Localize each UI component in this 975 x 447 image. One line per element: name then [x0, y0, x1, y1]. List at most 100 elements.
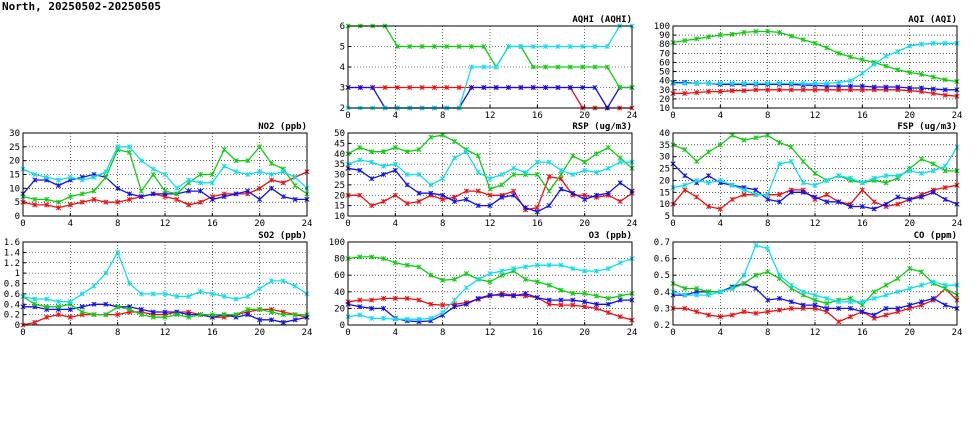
data-point-green	[126, 149, 133, 155]
data-point-green	[859, 57, 865, 63]
data-point-red	[765, 309, 771, 315]
data-point-cyan	[463, 149, 469, 155]
y-tick-label: 20	[334, 191, 345, 201]
data-point-blue	[593, 301, 600, 307]
data-point-green	[812, 170, 818, 176]
data-point-green	[233, 158, 239, 164]
data-point-blue	[79, 304, 85, 310]
data-point-cyan	[859, 299, 865, 305]
data-point-cyan	[765, 246, 771, 252]
x-tick-label: 16	[857, 328, 868, 338]
data-point-red	[32, 202, 38, 208]
data-point-red	[705, 312, 712, 318]
data-point-red	[717, 314, 723, 320]
data-point-green	[729, 31, 735, 37]
data-point-blue	[103, 301, 109, 307]
data-point-cyan	[567, 43, 573, 50]
chart-title: O3 (ppb)	[589, 231, 632, 241]
data-point-cyan	[694, 292, 700, 298]
data-point-blue	[475, 203, 481, 209]
data-point-blue	[543, 84, 549, 91]
data-point-cyan	[174, 185, 180, 191]
data-point-red	[440, 302, 446, 308]
y-tick-label: 1.6	[4, 238, 20, 248]
y-tick-label: 0	[340, 321, 345, 331]
data-point-green	[741, 137, 747, 143]
y-tick-label: 0.2	[654, 321, 670, 331]
data-point-green	[440, 132, 446, 138]
data-point-blue	[32, 177, 38, 183]
data-point-cyan	[918, 170, 925, 176]
data-point-cyan	[197, 180, 204, 186]
data-point-green	[138, 188, 144, 194]
data-point-red	[44, 314, 50, 320]
x-tick-label: 0	[345, 219, 350, 229]
data-point-red	[392, 295, 398, 301]
data-point-green	[534, 171, 540, 178]
data-point-blue	[268, 317, 275, 323]
data-point-blue	[812, 194, 818, 200]
data-point-blue	[871, 206, 877, 212]
data-point-blue	[546, 297, 552, 303]
plot-frame	[22, 241, 308, 326]
data-point-cyan	[257, 169, 263, 175]
y-tick-label: 45	[334, 139, 345, 149]
data-point-blue	[558, 186, 564, 192]
data-point-green	[468, 43, 475, 50]
data-point-green	[741, 29, 747, 35]
data-point-green	[558, 287, 564, 293]
data-point-blue	[930, 86, 936, 92]
plot-frame	[347, 241, 633, 326]
data-point-blue	[942, 302, 948, 308]
data-point-green	[543, 64, 549, 70]
y-tick-label: 35	[334, 160, 345, 170]
data-point-green	[268, 309, 275, 315]
data-point-red	[836, 319, 842, 325]
data-point-blue	[682, 173, 688, 179]
data-point-blue	[380, 171, 387, 178]
data-point-cyan	[380, 315, 387, 321]
x-tick-label: 8	[115, 219, 120, 229]
data-point-red	[404, 295, 410, 301]
data-point-green	[682, 147, 688, 153]
data-point-cyan	[245, 171, 251, 178]
data-point-cyan	[753, 80, 759, 86]
data-point-cyan	[522, 169, 529, 175]
data-point-red	[115, 199, 121, 205]
data-point-green	[930, 161, 936, 167]
data-point-cyan	[468, 64, 475, 70]
data-point-blue	[800, 302, 806, 308]
data-point-blue	[907, 196, 913, 202]
data-point-red	[511, 188, 517, 194]
y-tick-label: 10	[659, 200, 670, 210]
data-point-green	[883, 63, 889, 69]
data-point-cyan	[930, 40, 936, 46]
y-tick-label: 35	[659, 141, 670, 151]
data-point-green	[907, 266, 913, 272]
data-point-red	[694, 89, 700, 96]
data-point-cyan	[570, 171, 576, 178]
data-point-red	[115, 312, 121, 318]
data-point-red	[451, 194, 458, 200]
data-point-cyan	[895, 48, 901, 55]
x-tick-label: 24	[952, 219, 963, 229]
data-point-blue	[511, 293, 517, 299]
data-point-red	[44, 202, 50, 208]
data-point-red	[741, 192, 747, 198]
chart-o3: 0 20 40 60 80 100 0 4 8 12 16 20 24 O3 (ppb)	[329, 231, 638, 338]
data-point-blue	[570, 190, 576, 196]
data-point-cyan	[558, 262, 564, 268]
data-point-cyan	[115, 249, 121, 255]
data-point-red	[534, 205, 540, 211]
data-point-blue	[493, 84, 499, 91]
data-point-cyan	[617, 159, 623, 165]
data-point-blue	[392, 167, 398, 173]
data-point-green	[451, 138, 458, 144]
data-point-green	[451, 276, 458, 282]
data-point-cyan	[765, 80, 771, 86]
data-point-green	[428, 272, 434, 278]
data-point-blue	[847, 83, 854, 89]
data-point-cyan	[907, 168, 913, 174]
series-line-green	[348, 25, 632, 89]
